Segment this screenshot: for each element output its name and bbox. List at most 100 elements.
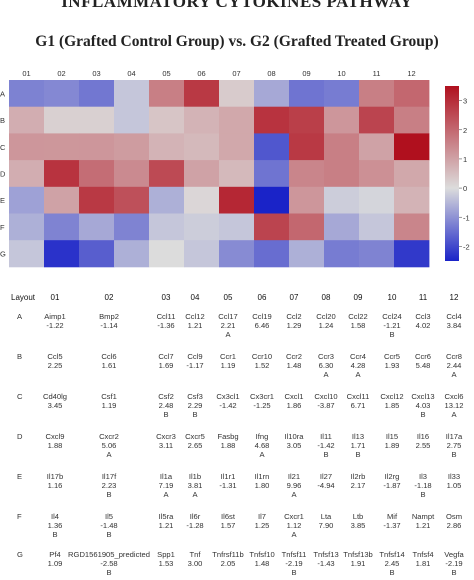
heatmap-cell [324, 80, 360, 108]
heatmap-cell [149, 186, 185, 214]
fold-change-value: 1.21 [415, 521, 431, 530]
column-label: 06 [197, 69, 205, 78]
significance-flag: B [323, 450, 329, 459]
fold-change-value: 2.55 [415, 441, 431, 450]
heatmap-cell [394, 240, 430, 268]
column-label: 11 [373, 69, 381, 78]
significance-flag: A [291, 490, 297, 499]
significance-flag: A [192, 490, 198, 499]
fold-change-value: 1.09 [47, 559, 63, 568]
gene-name: Cxcl1 [284, 392, 304, 401]
fold-change-value: 1.24 [318, 321, 334, 330]
fold-change-value: -2.19 [285, 559, 303, 568]
gene-name: Cxcl10 [314, 392, 338, 401]
gene-name: Il2rb [350, 472, 366, 481]
heatmap-cell [114, 160, 150, 188]
table-header-col: 06 [257, 293, 267, 302]
significance-flag: A [451, 410, 457, 419]
chart-subtitle: G1 (Grafted Control Group) vs. G2 (Graft… [35, 33, 439, 50]
table-header-col: 02 [104, 293, 114, 302]
fold-change-value: -1.25 [253, 401, 271, 410]
gene-name: Il11 [320, 432, 332, 441]
gene-name: Osm [445, 512, 463, 521]
heatmap-cell [219, 106, 255, 134]
gene-name: Cd40lg [42, 392, 68, 401]
gene-name: Tnf [189, 550, 201, 559]
gene-name: Ccr8 [445, 352, 463, 361]
column-label: 08 [267, 69, 275, 78]
fold-change-value: -1.22 [46, 321, 64, 330]
gene-name: Csf2 [158, 392, 174, 401]
fold-change-value: 2.23 [101, 481, 117, 490]
fold-change-value: -2.58 [100, 559, 118, 568]
fold-change-value: 4.68 [254, 441, 270, 450]
heatmap-cell [359, 160, 395, 188]
fold-change-value: 3.81 [187, 481, 203, 490]
fold-change-value: -1.42 [219, 401, 237, 410]
gene-name: Ccl2 [286, 312, 302, 321]
significance-flag: B [420, 490, 426, 499]
gene-name: Mif [386, 512, 398, 521]
gene-name: Ccl6 [101, 352, 117, 361]
heatmap-cell [394, 213, 430, 241]
table-header-col: 04 [190, 293, 200, 302]
gene-name: Ccr5 [383, 352, 401, 361]
heatmap-cell [324, 186, 360, 214]
heatmap-cell [219, 213, 255, 241]
colorbar-tick-label: 1 [463, 155, 467, 164]
row-label: C [0, 143, 6, 152]
fold-change-value: -1.36 [157, 321, 175, 330]
heatmap-cell [79, 186, 115, 214]
gene-name: Ccl9 [187, 352, 203, 361]
fold-change-value: 6.71 [350, 401, 366, 410]
table-header-col: 11 [418, 293, 428, 302]
gene-name: Ccl5 [47, 352, 63, 361]
heatmap-cell [79, 240, 115, 268]
table-header-col: 08 [321, 293, 331, 302]
fold-change-value: 6.46 [254, 321, 270, 330]
fold-change-value: 2.25 [47, 361, 63, 370]
heatmap-cell [394, 133, 430, 161]
gene-name: Cxcl9 [45, 432, 65, 441]
table-header-col: 09 [353, 293, 363, 302]
fold-change-value: 2.44 [446, 361, 462, 370]
heatmap-cell [9, 240, 45, 268]
gene-name: Ltb [352, 512, 364, 521]
heatmap-cell [289, 160, 325, 188]
heatmap-cell [44, 160, 80, 188]
gene-name: Ccl4 [446, 312, 462, 321]
fold-change-value: -1.31 [219, 481, 237, 490]
page-title: INFLAMMATORY CYTOKINES PATHWAY [61, 0, 413, 11]
heatmap-cell [219, 80, 255, 108]
heatmap-cell [254, 106, 290, 134]
fold-change-value: 1.80 [254, 481, 270, 490]
row-label: B [0, 116, 5, 125]
column-label: 03 [92, 69, 100, 78]
significance-flag: B [389, 568, 395, 577]
heatmap-cell [254, 80, 290, 108]
colorbar-tick-label: -2 [463, 242, 470, 251]
gene-name: Ccl24 [382, 312, 402, 321]
heatmap-cell [359, 213, 395, 241]
gene-name: Il5ra [158, 512, 174, 521]
heatmap-cell [9, 133, 45, 161]
row-label: D [0, 169, 6, 178]
row-label: G [0, 250, 6, 259]
significance-flag: A [291, 530, 297, 539]
fold-change-value: -1.48 [100, 521, 118, 530]
gene-name: Cxcl13 [411, 392, 435, 401]
fold-change-value: 1.19 [220, 361, 236, 370]
heatmap-cell [394, 186, 430, 214]
fold-change-value: 3.11 [158, 441, 174, 450]
fold-change-value: -2.19 [445, 559, 463, 568]
significance-flag: B [451, 568, 457, 577]
significance-flag: A [451, 370, 457, 379]
gene-name: Il4 [50, 512, 60, 521]
table-row-label: C [17, 392, 23, 401]
heatmap-cell [114, 80, 150, 108]
gene-name: Ccl22 [348, 312, 368, 321]
table-header-col: 01 [50, 293, 60, 302]
gene-name: Il15 [385, 432, 399, 441]
fold-change-value: -1.21 [383, 321, 401, 330]
gene-name: Il17a [445, 432, 463, 441]
